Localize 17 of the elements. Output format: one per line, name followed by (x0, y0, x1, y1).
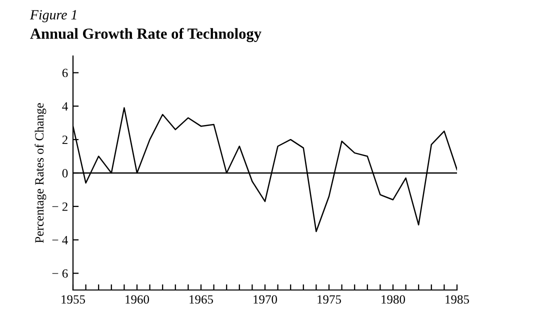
x-tick-label: 1985 (446, 295, 470, 304)
y-tick-label: 2 (62, 136, 68, 144)
y-tick-label: − 6 (52, 269, 68, 278)
chart-title: Annual Growth Rate of Technology (30, 28, 262, 42)
y-axis-title: Percentage Rates of Change (34, 103, 46, 243)
x-tick-label: 1965 (190, 295, 214, 304)
y-tick-label: 0 (62, 169, 68, 178)
x-tick-label: 1955 (62, 295, 86, 304)
x-tick-label: 1980 (382, 295, 406, 304)
x-tick-label: 1970 (254, 295, 278, 304)
x-tick-label: 1975 (318, 295, 342, 304)
y-tick-label: 6 (62, 68, 68, 78)
y-tick-label: − 4 (52, 236, 68, 244)
y-tick-label: − 2 (52, 202, 68, 211)
x-tick-label: 1960 (126, 295, 150, 304)
caption: Figure 1 (30, 10, 76, 22)
y-tick-label: 4 (62, 102, 68, 110)
